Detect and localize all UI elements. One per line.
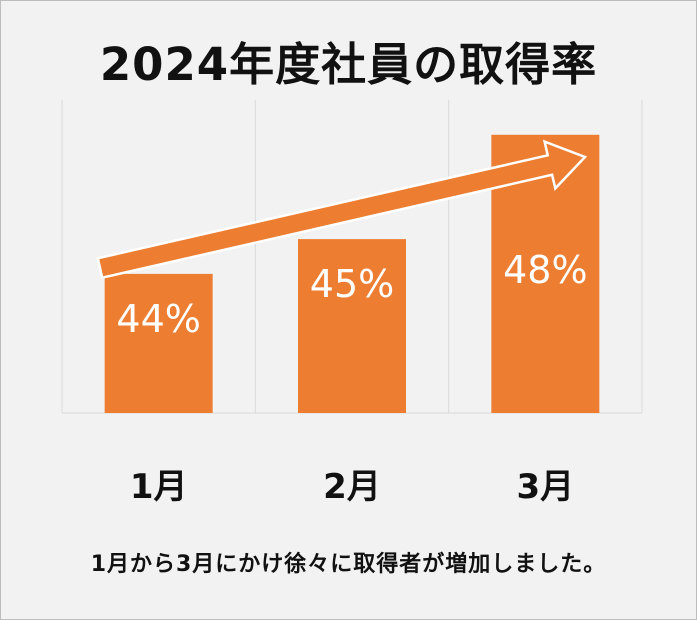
tick-label: 2月 bbox=[323, 467, 381, 507]
tick-label: 1月 bbox=[130, 467, 188, 507]
bars bbox=[104, 134, 600, 413]
chart-caption: 1月から3月にかけ徐々に取得者が増加しました。 bbox=[90, 552, 607, 577]
chart-title: 2024年度社員の取得率 bbox=[99, 38, 598, 91]
bar bbox=[298, 239, 406, 413]
data-label: 44% bbox=[116, 297, 200, 341]
trend-arrow bbox=[96, 139, 588, 280]
trend-arrow-layer bbox=[96, 139, 588, 280]
tick-label: 3月 bbox=[516, 467, 574, 507]
data-label: 48% bbox=[503, 248, 587, 292]
data-label: 45% bbox=[310, 262, 394, 306]
data-labels: 44% 45% 48% bbox=[116, 248, 587, 341]
x-axis-tick-labels: 1月 2月 3月 bbox=[130, 467, 574, 507]
bar bbox=[104, 273, 213, 413]
